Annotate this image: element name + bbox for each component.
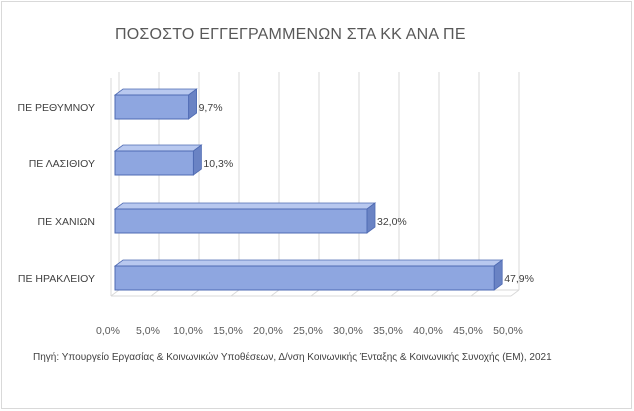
bar-top-face [113,88,198,96]
x-tick-label: 40,0% [413,325,443,337]
bar-top-face [113,144,203,152]
gridline-floor [510,289,520,297]
data-label: 9,7% [199,102,223,114]
x-tick-labels: 0,0% 5,0% 10,0% 15,0% 20,0% 25,0% 30,0% 35,0% 40… [96,325,523,337]
bars [113,88,504,291]
data-labels: 9,7% 10,3% 32,0% 47,9% [199,102,534,285]
x-tick-label: 35,0% [373,325,403,337]
bar-group [113,202,377,234]
gridline-floor [190,289,200,297]
gridline-floor [270,289,280,297]
x-tick-label: 30,0% [333,325,363,337]
bar-top-face [113,202,377,210]
bar [114,265,495,291]
bar [114,150,194,176]
x-tick-label: 50,0% [493,325,523,337]
gridline-floor [230,289,240,297]
x-tick-label: 25,0% [293,325,323,337]
gridlines [110,72,520,297]
category-label: ΠΕ ΧΑΝΙΩΝ [38,216,95,228]
data-label: 47,9% [504,273,534,285]
gridline-floor [350,289,360,297]
category-label: ΠΕ ΗΡΑΚΛΕΙΟΥ [18,273,95,285]
x-tick-label: 15,0% [213,325,243,337]
gridline-floor [150,289,160,297]
bar-group [113,144,203,176]
gridline-floor [470,289,480,297]
bar-group [113,88,198,120]
gridline-floor [310,289,320,297]
chart-title: ΠΟΣΟΣΤΟ ΕΓΓΕΓΡΑΜΜΕΝΩΝ ΣΤΑ ΚΚ ΑΝΑ ΠΕ [115,26,466,43]
x-tick-label: 20,0% [253,325,283,337]
gridline-floor [390,289,400,297]
category-label: ΠΕ ΡΕΘΥΜΝΟΥ [17,102,95,114]
gridline-floor [430,289,440,297]
x-tick-label: 0,0% [96,325,120,337]
bar-top-face [113,259,504,267]
gridline-floor [110,289,120,297]
source-note: Πηγή: Υπουργείο Εργασίας & Κοινωνικών Υπ… [33,352,552,363]
category-labels: ΠΕ ΡΕΘΥΜΝΟΥ ΠΕ ΛΑΣΙΘΙΟΥ ΠΕ ΧΑΝΙΩΝ ΠΕ ΗΡΑΚΛΕ… [17,102,95,285]
bar [114,208,368,234]
bar-group [113,259,504,291]
data-label: 10,3% [203,158,233,170]
bar [114,94,190,120]
category-label: ΠΕ ΛΑΣΙΘΙΟΥ [29,158,95,170]
data-label: 32,0% [377,216,407,228]
x-tick-label: 10,0% [173,325,203,337]
x-tick-label: 45,0% [453,325,483,337]
x-tick-label: 5,0% [136,325,160,337]
